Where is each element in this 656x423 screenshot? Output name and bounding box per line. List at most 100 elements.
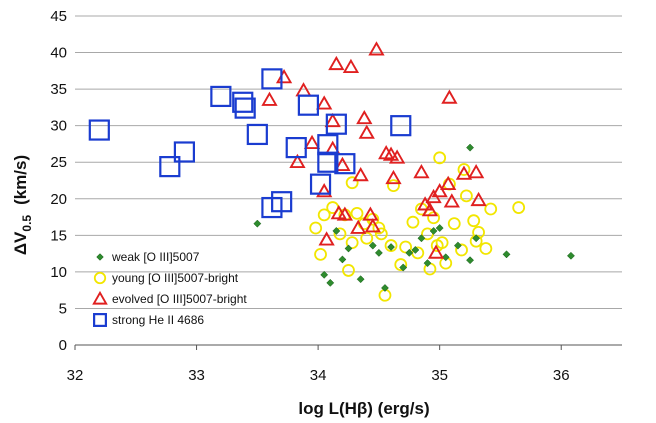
data-point-diamond [381, 284, 389, 292]
legend: weak [O III]5007 young [O III]5007-bright… [92, 250, 247, 327]
data-point-diamond [368, 241, 377, 250]
data-point-triangle [382, 146, 400, 161]
y-tick-label: 45 [50, 8, 67, 25]
legend-label: young [O III]5007-bright [112, 271, 239, 285]
data-point-triangle [413, 164, 430, 179]
data-point-circle [399, 240, 413, 254]
data-point-triangle [356, 109, 373, 125]
data-point-triangle [289, 153, 306, 169]
legend-marker-diamond [96, 253, 104, 261]
data-point-square [261, 68, 283, 90]
data-points [88, 41, 575, 302]
data-point-square [173, 141, 195, 163]
data-point-circle [427, 211, 440, 225]
data-point-triangle [364, 218, 381, 233]
y-axis-title-sub: 0.5 [20, 215, 34, 232]
y-tick-label: 0 [59, 337, 67, 354]
data-point-circle [460, 189, 473, 203]
data-point-circle [345, 176, 359, 190]
data-point-triangle [352, 166, 369, 182]
data-point-circle [360, 231, 374, 245]
data-point-diamond [338, 255, 347, 264]
data-point-diamond [423, 259, 432, 268]
data-point-triangle [416, 196, 434, 211]
data-point-triangle [441, 89, 458, 104]
data-point-square [88, 119, 110, 141]
data-point-diamond [453, 241, 462, 250]
legend-label: evolved [O III]5007-bright [112, 292, 247, 306]
data-point-circle [447, 217, 461, 231]
data-point-diamond [417, 234, 426, 243]
data-point-triangle [275, 68, 293, 84]
data-point-circle [433, 151, 447, 165]
axes [74, 344, 622, 350]
data-point-square [334, 153, 356, 175]
legend-marker-circle [93, 271, 107, 285]
data-point-triangle [427, 244, 445, 259]
data-point-square [285, 137, 307, 159]
y-axis-title: ΔV0.5 (km/s) [11, 155, 34, 255]
y-tick-label: 15 [50, 227, 67, 244]
y-tick-label: 25 [50, 154, 67, 171]
data-point-diamond [326, 278, 335, 287]
data-point-square [325, 113, 347, 135]
data-point-circle [372, 221, 386, 235]
data-point-diamond [374, 248, 383, 257]
data-point-circle [455, 243, 468, 257]
data-point-circle [387, 179, 400, 193]
data-point-triangle [455, 165, 473, 180]
data-point-circle [484, 202, 498, 216]
data-point-triangle [362, 206, 379, 221]
data-point-triangle [324, 112, 341, 128]
data-point-square [271, 191, 293, 213]
data-point-circle [345, 236, 359, 250]
legend-marker-square [93, 313, 107, 327]
data-point-triangle [358, 124, 375, 139]
data-point-triangle [443, 193, 460, 208]
data-point-diamond [502, 250, 511, 259]
data-point-triangle [295, 82, 312, 97]
data-point-square [297, 94, 319, 116]
data-point-triangle [467, 164, 485, 179]
data-point-circle [374, 227, 388, 241]
data-point-circle [342, 264, 355, 277]
data-point-diamond [399, 263, 408, 272]
y-axis-title-units: (km/s) [11, 155, 30, 205]
x-tick-label: 34 [310, 367, 327, 384]
data-point-triangle [431, 183, 448, 198]
data-point-square [210, 85, 232, 108]
data-point-square [232, 91, 254, 113]
x-axis-title: log L(Hβ) (erg/s) [298, 399, 429, 418]
data-point-triangle [388, 149, 406, 164]
data-point-diamond [253, 219, 262, 228]
y-tick-label: 30 [50, 118, 67, 135]
data-point-circle [309, 221, 323, 235]
data-point-circle [333, 227, 347, 241]
data-point-triangle [440, 175, 457, 190]
data-point-triangle [421, 202, 439, 217]
data-point-diamond [466, 143, 475, 152]
y-tick-label: 40 [50, 45, 67, 62]
data-point-square [309, 173, 332, 195]
data-point-diamond [356, 275, 365, 284]
y-tick-label: 20 [50, 191, 67, 208]
x-tick-label: 33 [188, 367, 205, 384]
data-point-diamond [411, 246, 420, 254]
data-point-circle [350, 206, 364, 220]
legend-marker-triangle [92, 290, 108, 305]
data-point-square [234, 97, 256, 119]
data-point-diamond [472, 234, 481, 243]
tick-labels: 0 5 10 15 20 25 30 35 40 45 32 33 34 35 36 [50, 8, 569, 384]
data-point-triangle [318, 231, 335, 246]
y-tick-label: 10 [50, 264, 67, 281]
data-point-square [390, 115, 412, 137]
x-tick-label: 32 [67, 367, 84, 384]
data-point-circle [512, 201, 526, 214]
data-point-triangle [261, 91, 278, 106]
data-point-triangle [336, 206, 353, 221]
data-point-diamond [332, 226, 341, 235]
legend-label: weak [O III]5007 [111, 250, 200, 264]
data-point-circle [384, 239, 398, 252]
data-point-diamond [429, 226, 438, 235]
y-tick-label: 35 [50, 81, 67, 98]
